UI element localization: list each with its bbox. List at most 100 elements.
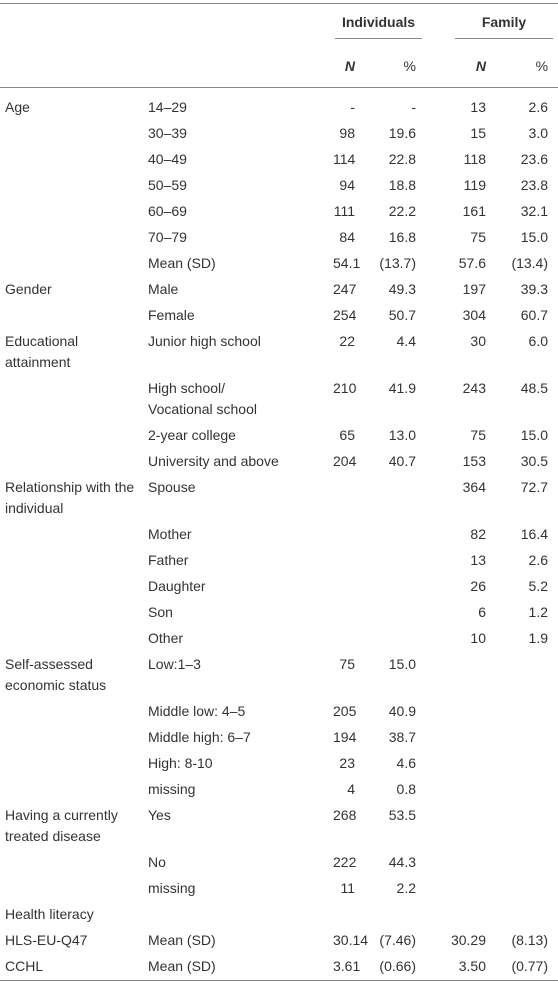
table-body: Age 14–29- -13 2.6 30–39 98 19.6 15 3.0 40–49 114 2… bbox=[0, 88, 558, 981]
cell-value bbox=[362, 574, 422, 600]
row-group bbox=[0, 449, 143, 475]
cell-value: 2.6 bbox=[528, 99, 549, 115]
cell-value bbox=[492, 803, 558, 850]
cell-value: 44.3 bbox=[388, 854, 416, 870]
cell-value: 41.9 bbox=[388, 380, 416, 396]
row-label: University and above bbox=[148, 453, 279, 469]
cell-value: 254 bbox=[333, 307, 357, 323]
cell-value: 153 bbox=[462, 453, 486, 469]
row-group bbox=[0, 522, 143, 548]
cell-value bbox=[492, 725, 558, 751]
cell-value: 98 bbox=[339, 125, 355, 141]
cell-value: 161 bbox=[462, 203, 486, 219]
cell-value: 4.4 bbox=[396, 333, 416, 349]
cell-value: 3.50 bbox=[458, 958, 486, 974]
row-group bbox=[0, 147, 143, 173]
cell-value: 243 bbox=[462, 380, 486, 396]
row-group bbox=[0, 121, 143, 147]
table-row: No 222 44.3 bbox=[0, 850, 558, 876]
row-label: Daughter bbox=[148, 578, 206, 594]
cell-value: 65 bbox=[339, 427, 355, 443]
cell-value: 13.0 bbox=[388, 427, 416, 443]
row-label: missing bbox=[148, 781, 196, 797]
cell-value bbox=[333, 574, 362, 600]
cell-value: 53.5 bbox=[388, 807, 416, 823]
row-group bbox=[0, 725, 143, 751]
table-row: CCHL Mean (SD) 3.61 (0.66) 3.50 (0.77) bbox=[0, 954, 558, 981]
cell-value bbox=[492, 699, 558, 725]
row-group bbox=[0, 777, 143, 803]
table-row: Father 13 2.6 bbox=[0, 548, 558, 574]
row-label: Mean (SD) bbox=[148, 255, 216, 271]
cell-value: 304 bbox=[462, 307, 486, 323]
cell-value: 22 bbox=[339, 333, 355, 349]
table-row: 40–49 114 22.8 118 23.6 bbox=[0, 147, 558, 173]
row-label: 14–29 bbox=[148, 99, 187, 115]
cell-value: 194 bbox=[333, 729, 357, 745]
row-label: Spouse bbox=[148, 479, 196, 495]
cell-value: 30.14 bbox=[333, 932, 369, 948]
cell-value: 15.0 bbox=[520, 229, 549, 245]
row-label: 50–59 bbox=[148, 177, 187, 193]
cell-value: 6 bbox=[478, 604, 486, 620]
row-group: Health literacy bbox=[5, 906, 94, 922]
row-group bbox=[0, 225, 143, 251]
cell-value bbox=[362, 548, 422, 574]
table-row: High: 8-10 23 4.6 bbox=[0, 751, 558, 777]
cell-value: 2.6 bbox=[528, 552, 549, 568]
table-row: 2-year college 65 13.0 75 15.0 bbox=[0, 423, 558, 449]
cell-value bbox=[333, 522, 362, 548]
cell-value: 57.6 bbox=[458, 255, 486, 271]
cell-value: 1.2 bbox=[528, 604, 549, 620]
cell-value: 82 bbox=[470, 526, 486, 542]
cell-value: 38.7 bbox=[388, 729, 416, 745]
cell-value: (0.77) bbox=[511, 958, 549, 974]
cell-value: 4 bbox=[347, 781, 355, 797]
table-row: Educational attainment Junior high school… bbox=[0, 329, 558, 376]
cell-value: 204 bbox=[333, 453, 357, 469]
cell-value: 94 bbox=[339, 177, 355, 193]
cell-value bbox=[492, 850, 558, 876]
cell-value bbox=[422, 803, 492, 850]
row-group bbox=[0, 850, 143, 876]
column-header: N bbox=[333, 45, 362, 88]
row-label: Junior high school bbox=[148, 333, 261, 349]
cell-value: 60.7 bbox=[520, 307, 549, 323]
cell-value bbox=[422, 850, 492, 876]
table-row: 70–79 84 16.8 75 15.0 bbox=[0, 225, 558, 251]
cell-value: 23.8 bbox=[520, 177, 549, 193]
cell-value: 72.7 bbox=[520, 479, 549, 495]
cell-value: 15 bbox=[470, 125, 486, 141]
cell-value: 6.0 bbox=[528, 333, 549, 349]
cell-value: 5.2 bbox=[528, 578, 549, 594]
cell-value: 75 bbox=[339, 656, 355, 672]
cell-value: 84 bbox=[339, 229, 355, 245]
cell-value: 54.1 bbox=[333, 255, 361, 271]
cell-value: - bbox=[411, 99, 416, 115]
table-row: Health literacy bbox=[0, 902, 558, 928]
cell-value: 0.8 bbox=[396, 781, 416, 797]
table-row: HLS-EU-Q47 Mean (SD) 30.14 (7.46) 30.29 (8.13… bbox=[0, 928, 558, 954]
row-group bbox=[0, 751, 143, 777]
cell-value: 39.3 bbox=[520, 281, 549, 297]
row-label: Male bbox=[148, 281, 179, 297]
row-label: 2-year college bbox=[148, 427, 236, 443]
row-label: 60–69 bbox=[148, 203, 187, 219]
row-label: Father bbox=[148, 552, 189, 568]
cell-value: 30 bbox=[470, 333, 486, 349]
cell-value: 23 bbox=[339, 755, 355, 771]
table-row: Gender Male 247 49.3 197 39.3 bbox=[0, 277, 558, 303]
cell-value: (13.7) bbox=[379, 255, 416, 271]
row-group: Educational attainment bbox=[5, 333, 79, 370]
cell-value: - bbox=[350, 99, 355, 115]
table-row: Having a currently treated disease Yes 268… bbox=[0, 803, 558, 850]
row-group bbox=[0, 199, 143, 225]
cell-value: 18.8 bbox=[388, 177, 416, 193]
cell-value bbox=[492, 652, 558, 699]
row-group bbox=[0, 423, 143, 449]
cell-value: 26 bbox=[470, 578, 486, 594]
row-label: Son bbox=[148, 604, 173, 620]
table-row: Son 6 1.2 bbox=[0, 600, 558, 626]
header-row: Individuals Family bbox=[0, 4, 558, 46]
cell-value bbox=[333, 626, 362, 652]
